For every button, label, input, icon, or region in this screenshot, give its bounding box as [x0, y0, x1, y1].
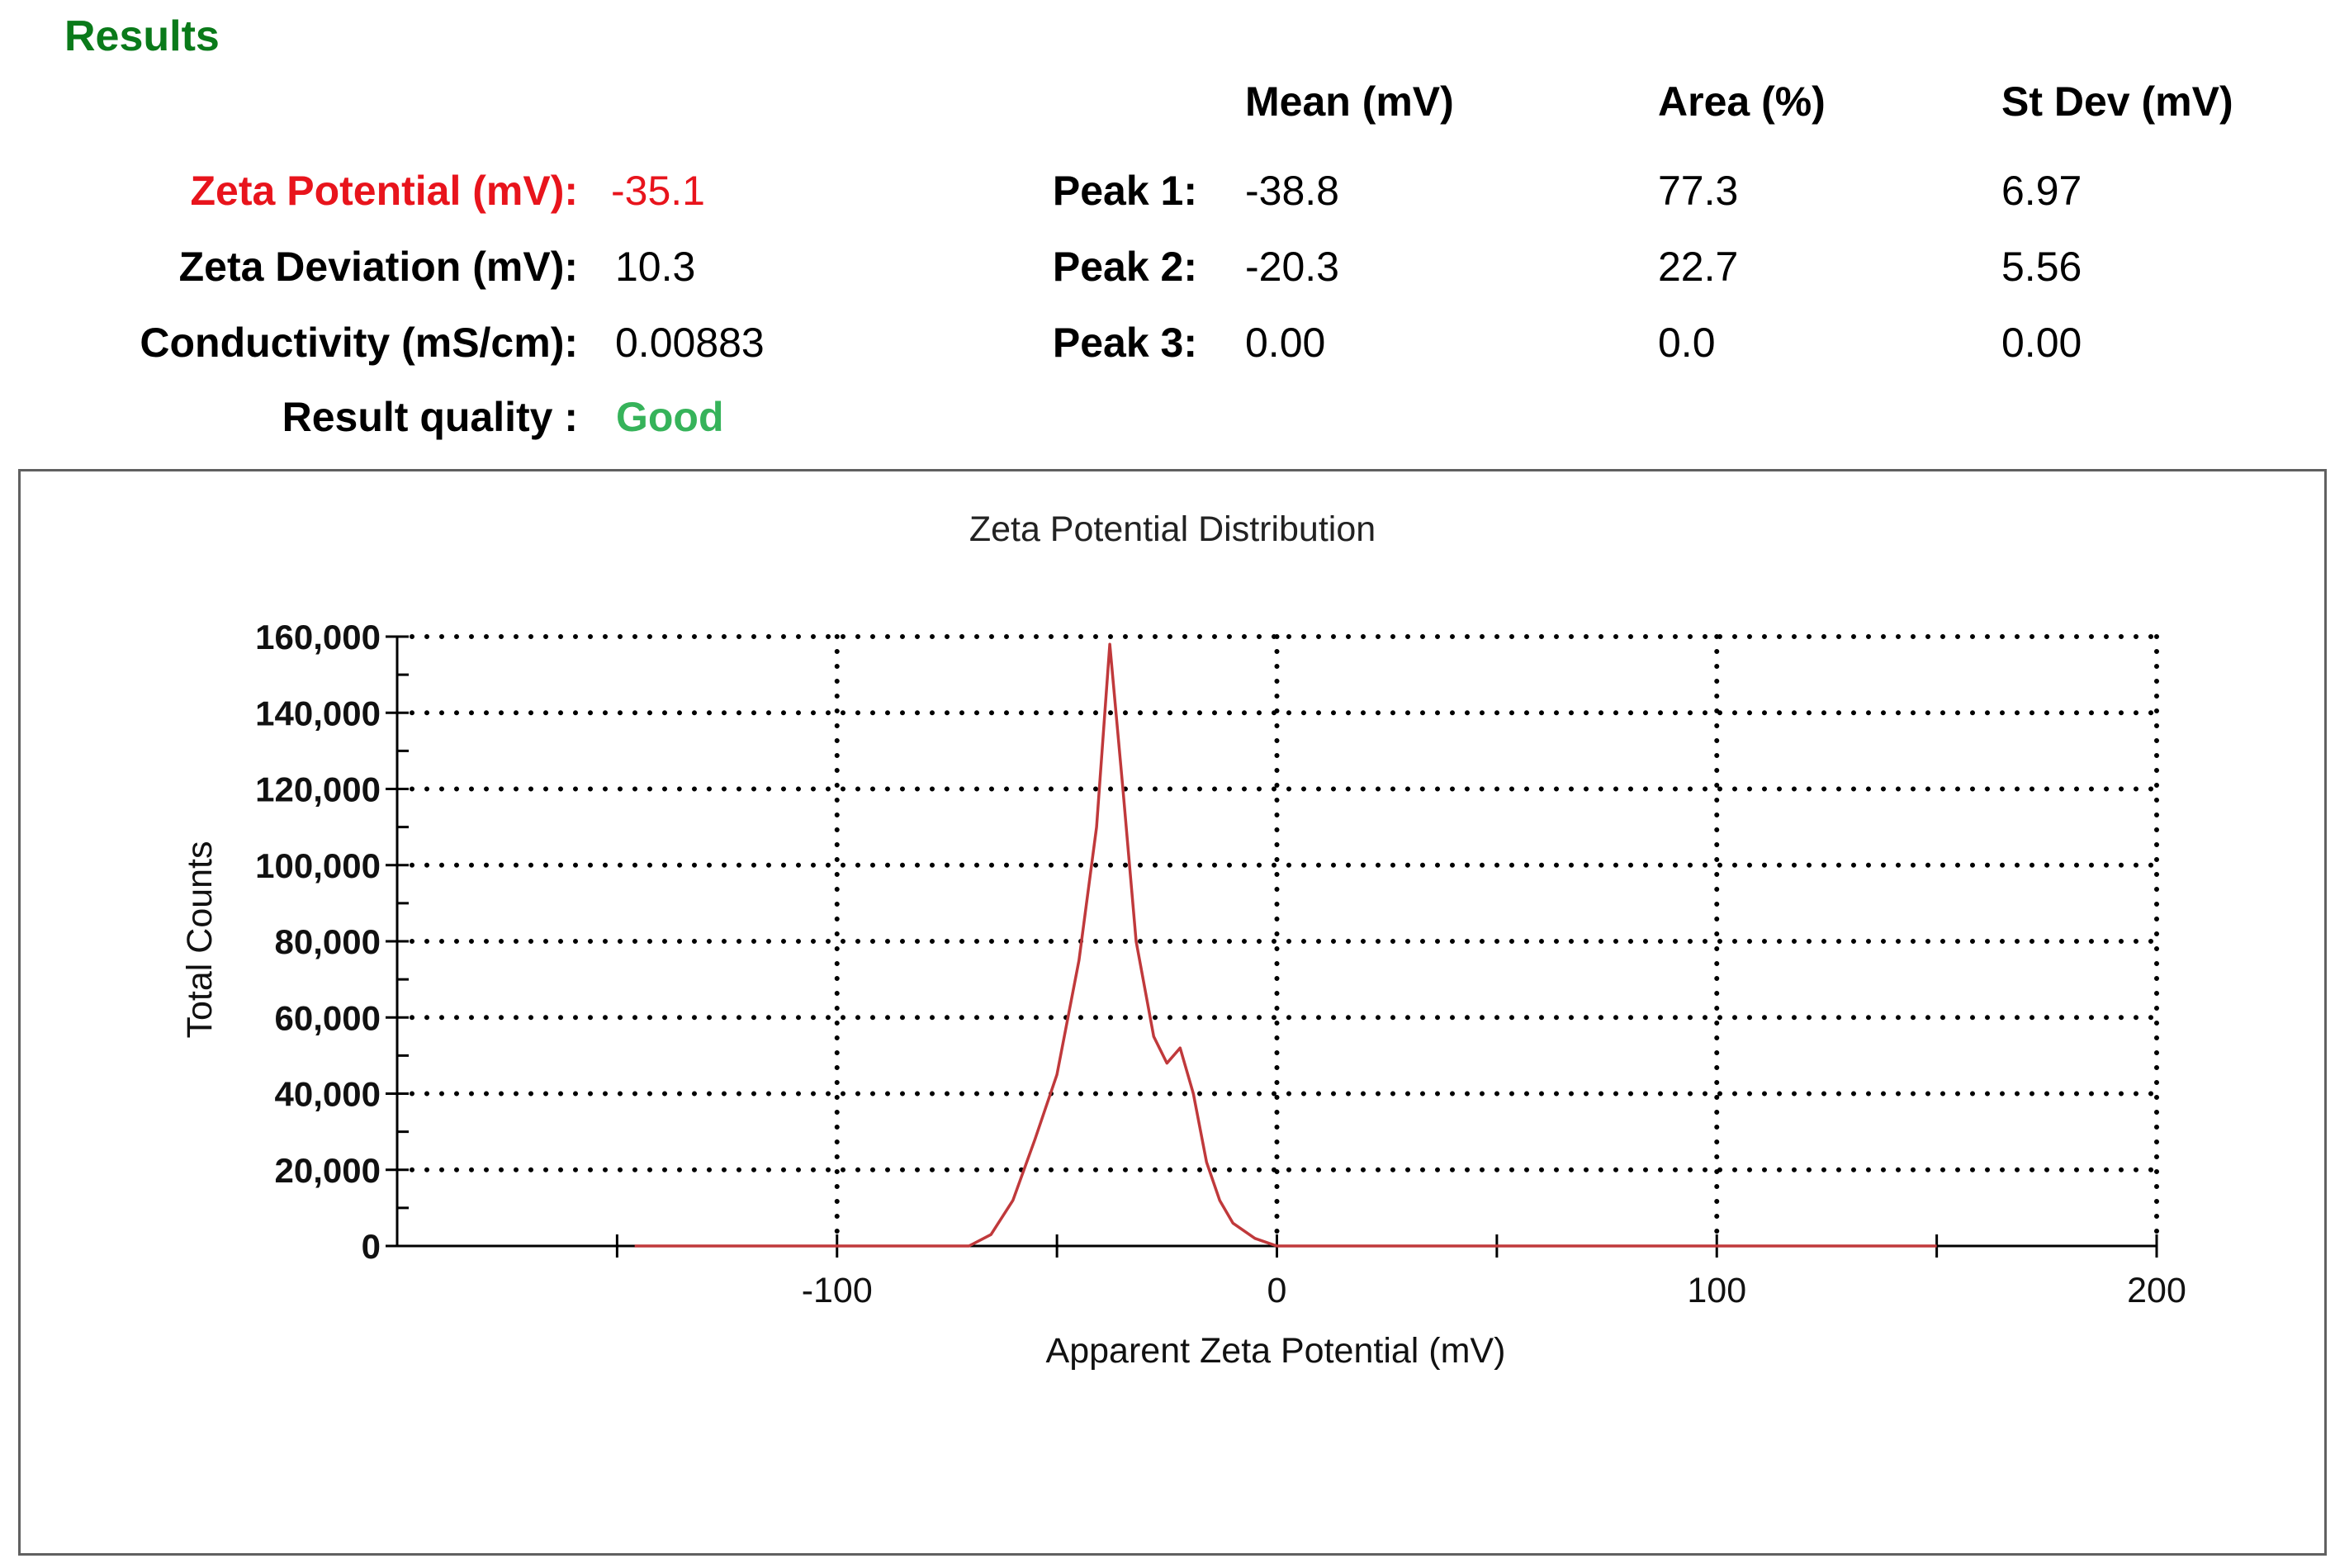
peak-2-mean: -20.3: [1245, 244, 1339, 290]
x-tick-label: 200: [2127, 1271, 2186, 1310]
y-tick-label: 40,000: [275, 1075, 381, 1114]
y-tick-label: 60,000: [275, 998, 381, 1037]
tick-labels: 0 20,000 40,000 60,000 80,000 100,000 120,000 1…: [255, 618, 2186, 1310]
y-tick-label: 160,000: [255, 618, 381, 656]
x-tick-label: 100: [1687, 1271, 1746, 1310]
y-tick-label: 20,000: [275, 1151, 381, 1190]
conductivity-label: Conductivity (mS/cm):: [140, 320, 578, 366]
y-tick-label: 140,000: [255, 694, 381, 732]
peak-2-area: 22.7: [1658, 244, 1739, 290]
peak-1-area: 77.3: [1658, 168, 1739, 214]
y-tick-label: 0: [362, 1227, 381, 1266]
grid-lines: [410, 634, 2159, 1244]
chart-panel: [18, 469, 2327, 1556]
x-tick-label: 0: [1267, 1271, 1287, 1310]
zeta-potential-value: -35.1: [611, 168, 705, 214]
result-quality-value: Good: [616, 394, 724, 440]
peak-2-stdev: 5.56: [2001, 244, 2082, 290]
distribution-line: [634, 642, 1937, 1248]
zeta-potential-label: Zeta Potential (mV):: [190, 168, 578, 214]
results-title: Results: [64, 12, 220, 60]
y-axis-label: Total Counts: [180, 841, 220, 1038]
peak-3-label: Peak 3:: [1052, 320, 1197, 366]
y-tick-label: 100,000: [255, 846, 381, 885]
zeta-deviation-value: 10.3: [615, 244, 696, 290]
conductivity-value: 0.00883: [615, 320, 765, 366]
x-tick-label: -100: [802, 1271, 873, 1310]
chart-title: Zeta Potential Distribution: [969, 509, 1376, 549]
peak-3-stdev: 0.00: [2001, 320, 2082, 366]
peak-3-area: 0.0: [1658, 320, 1716, 366]
table-header-stdev: St Dev (mV): [2001, 78, 2233, 125]
peak-3-mean: 0.00: [1245, 320, 1326, 366]
series-layer: [634, 642, 1937, 1248]
x-axis-label: Apparent Zeta Potential (mV): [1046, 1331, 1506, 1371]
table-header-mean: Mean (mV): [1245, 78, 1454, 125]
y-tick-label: 80,000: [275, 922, 381, 961]
peak-1-mean: -38.8: [1245, 168, 1339, 214]
table-header-area: Area (%): [1658, 78, 1826, 125]
y-tick-label: 120,000: [255, 770, 381, 809]
zeta-deviation-label: Zeta Deviation (mV):: [178, 244, 578, 290]
peak-1-label: Peak 1:: [1052, 168, 1197, 214]
peak-1-stdev: 6.97: [2001, 168, 2082, 214]
peak-2-label: Peak 2:: [1052, 244, 1197, 290]
result-quality-label: Result quality :: [282, 394, 578, 440]
chart-axes: [386, 635, 2158, 1258]
